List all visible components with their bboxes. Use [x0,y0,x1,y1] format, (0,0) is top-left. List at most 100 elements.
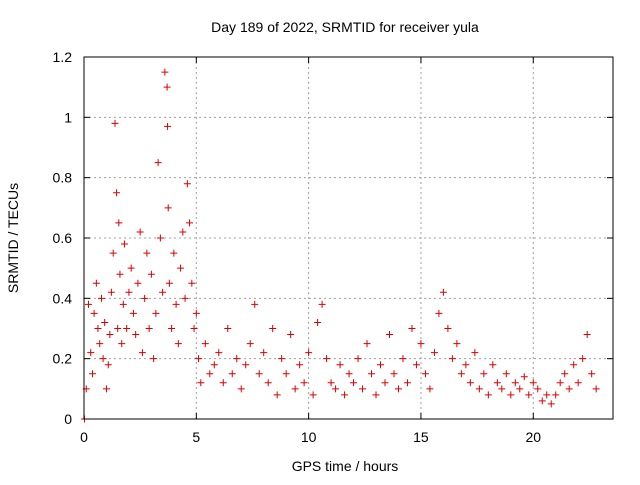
data-point [172,300,180,308]
data-point [399,355,407,363]
data-point [372,391,380,399]
data-point [104,361,112,369]
data-point [264,379,272,387]
data-point [525,391,533,399]
x-tick-label: 10 [301,429,317,445]
data-point [186,219,194,227]
y-tick-label: 1.2 [53,49,73,65]
data-point [300,379,308,387]
data-point [201,340,209,348]
data-point [165,279,173,287]
data-point [565,385,573,393]
data-point [309,391,317,399]
data-point [502,370,510,378]
data-point [219,379,227,387]
data-point [588,370,596,378]
data-point [368,370,376,378]
data-point [570,361,578,369]
data-point [94,325,102,332]
data-point [417,340,425,348]
chart-title: Day 189 of 2022, SRMTID for receiver yul… [211,19,479,35]
data-point [192,309,200,317]
data-point [318,300,326,308]
data-point [136,228,144,236]
data-point [394,385,402,393]
data-point [101,318,109,326]
y-tick-label: 1 [64,109,72,125]
data-point [156,234,164,242]
data-point [161,68,169,76]
data-point [106,331,114,339]
data-point [466,379,474,387]
data-point [119,300,127,308]
data-point [529,379,537,387]
data-point [444,325,452,332]
data-point [99,355,107,363]
data-point [164,122,172,130]
data-point [127,264,135,272]
data-point [421,370,429,378]
data-point [269,325,277,332]
data-point [592,385,600,393]
data-point [345,370,353,378]
data-point [179,228,187,236]
x-axis-label: GPS time / hours [292,458,399,474]
y-tick-label: 0.2 [53,351,73,367]
data-point [511,379,519,387]
data-point [181,294,189,302]
data-point [141,294,149,302]
data-point [390,370,398,378]
data-point [377,361,385,369]
data-point [224,325,232,332]
data-point [341,391,349,399]
data-point [174,340,182,348]
data-point [291,385,299,393]
data-point [150,355,158,363]
data-point [125,288,133,296]
data-point [534,385,542,393]
data-point [113,189,121,197]
data-point [246,340,254,348]
data-point [168,325,176,332]
data-point [233,355,241,363]
data-point [287,331,295,339]
data-point [164,204,172,212]
y-tick-label: 0.8 [53,170,73,186]
data-point [453,340,461,348]
data-point [327,379,335,387]
data-point [448,355,456,363]
data-point [475,385,483,393]
data-point [102,385,110,393]
data-point [278,355,286,363]
data-point [210,361,218,369]
x-tick-label: 20 [525,429,541,445]
data-point [237,385,245,393]
y-tick-label: 0.4 [53,290,73,306]
data-point [336,361,344,369]
data-point [195,355,203,363]
data-point [118,340,126,348]
data-point [354,355,362,363]
data-point [583,331,591,339]
data-point [215,349,223,357]
data-point [114,325,122,332]
data-point [462,361,470,369]
data-point [471,349,479,357]
data-point [145,325,153,332]
y-tick-label: 0 [64,411,72,427]
points-layer [80,68,600,423]
data-point [579,355,587,363]
y-axis-label: SRMTID / TECUs [5,183,21,293]
y-tick-label: 0.6 [53,230,73,246]
data-point [116,270,124,278]
data-point [403,379,411,387]
data-point [547,400,555,408]
data-point [493,379,501,387]
data-point [457,370,465,378]
data-point [520,373,528,381]
data-point [489,361,497,369]
ticks-layer: 0 5 10 15 20 0 0.2 0.4 0.6 0.8 1 1.2 [53,49,613,445]
